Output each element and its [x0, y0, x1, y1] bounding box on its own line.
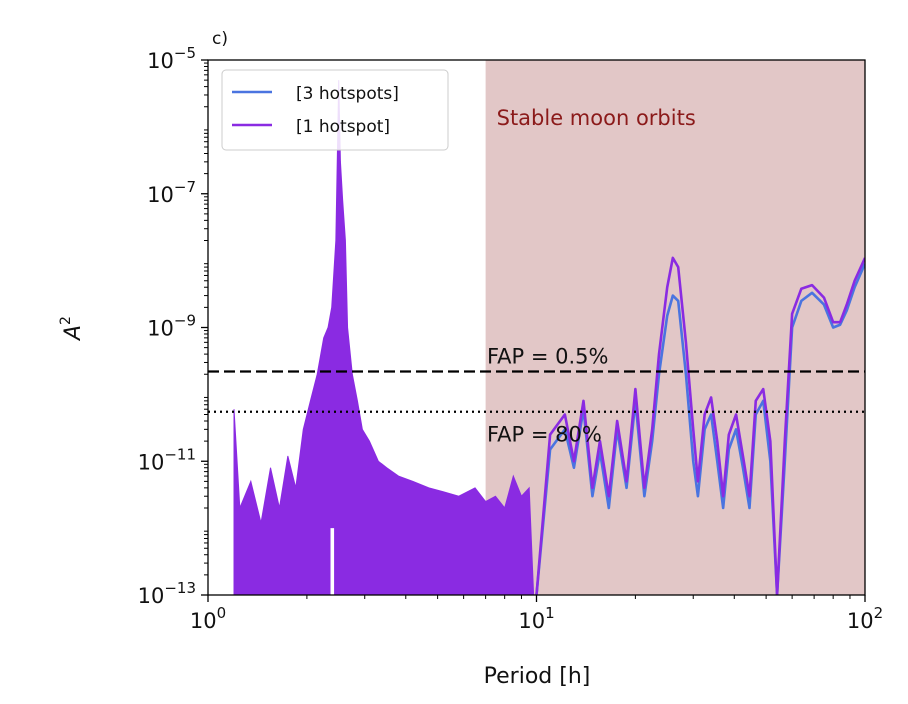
y-tick-label-2: 10−9: [147, 312, 196, 341]
stable-orbits-label: Stable moon orbits: [497, 106, 696, 130]
legend-label-3-hotspots: [3 hotspots]: [296, 84, 399, 104]
y-tick-label-4: 10−5: [147, 44, 196, 73]
y-axis-label-base: A: [61, 325, 86, 342]
threshold-label-1: FAP = 80%: [487, 423, 602, 447]
y-tick-label-3: 10−7: [147, 178, 196, 207]
threshold-label-0: FAP = 0.5%: [487, 344, 608, 368]
x-tick-label-1: 101: [518, 604, 554, 633]
y-tick-label-0: 10−13: [138, 579, 196, 608]
y-tick-label-1: 10−11: [138, 445, 196, 474]
legend: [3 hotspots] [1 hotspot]: [221, 69, 449, 151]
x-axis-label: Period [h]: [484, 664, 591, 689]
dense-periodogram-fill: [233, 80, 535, 595]
y-axis-label-exponent: 2: [58, 316, 74, 325]
series-line-0: [535, 263, 865, 595]
series-line-1: [535, 256, 865, 595]
axes: 100 101 102 10−13 10−11 10−9 10−7 10−5: [138, 44, 884, 633]
y-axis-label: A2: [58, 316, 86, 342]
dense-periodogram-gap: [330, 528, 335, 595]
legend-label-1-hotspot: [1 hotspot]: [296, 117, 390, 137]
stable-orbits-region: [485, 60, 865, 595]
plot-area: Stable moon orbits FAP = 0.5% FAP = 80%: [208, 60, 865, 595]
panel-label: c): [212, 29, 228, 49]
svg-text:A2: A2: [58, 316, 86, 342]
x-tick-label-0: 100: [190, 604, 226, 633]
legend-box: [221, 69, 449, 151]
x-tick-label-2: 102: [847, 604, 883, 633]
